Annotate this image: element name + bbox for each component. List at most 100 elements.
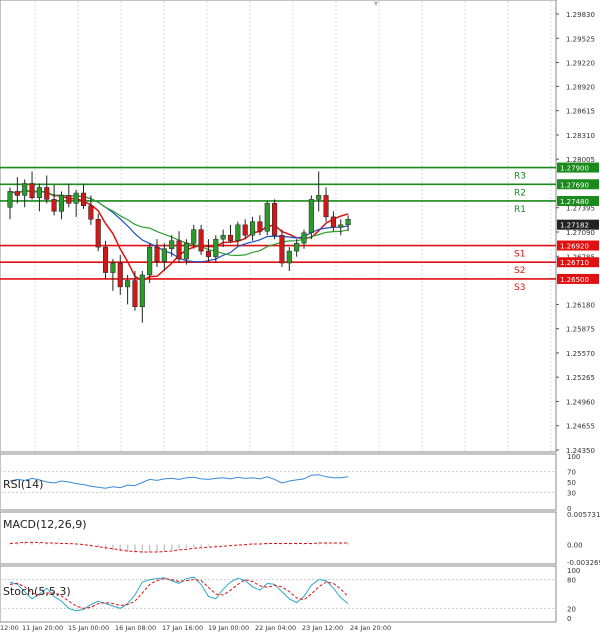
time-label: 11 Jan 20:00 xyxy=(22,624,63,632)
level-price-label: 1.26710 xyxy=(560,259,589,267)
candle-bearish xyxy=(44,187,50,200)
candle-bullish xyxy=(110,262,116,273)
candle-bearish xyxy=(198,229,204,252)
price-tick-label: 1.27395 xyxy=(566,205,595,213)
candle-bullish xyxy=(338,224,344,228)
price-tick-label: 1.26180 xyxy=(566,301,595,309)
candle-bullish xyxy=(286,250,292,264)
time-label: 12:00 xyxy=(0,624,19,632)
rsi-title: RSI(14) xyxy=(3,478,43,491)
candle-bearish xyxy=(29,183,35,199)
candle-bullish xyxy=(191,229,197,244)
candle-bullish xyxy=(235,224,241,242)
macd-title: MACD(12,26,9) xyxy=(3,518,87,531)
stoch-tick-label: 100 xyxy=(567,567,580,575)
corner-marker: ▾ xyxy=(374,0,378,8)
support-resistance-levels xyxy=(0,166,556,280)
time-axis: 12:00 11 Jan 20:00 15 Jan 00:00 16 Jan 08:0… xyxy=(0,624,391,632)
candle-bullish xyxy=(316,195,322,200)
rsi-tick-label: 30 xyxy=(567,489,576,497)
candle-bearish xyxy=(257,221,263,232)
candle-bearish xyxy=(80,192,87,206)
price-tick-label: 1.24960 xyxy=(566,398,595,406)
candle-bullish xyxy=(264,203,270,232)
stoch-tick-label: 80 xyxy=(567,577,576,585)
level-name-s3: S3 xyxy=(514,283,525,293)
candle-bearish xyxy=(272,203,278,236)
candle-bullish xyxy=(345,219,351,226)
candle-bullish xyxy=(250,221,256,236)
candle-bearish xyxy=(227,234,234,242)
price-tick-label: 1.29220 xyxy=(566,60,595,68)
candle-bullish xyxy=(7,191,13,208)
rsi-panel-frame xyxy=(0,453,557,511)
current-price-label: 1.27182 xyxy=(560,222,589,230)
time-label: 19 Jan 00:00 xyxy=(208,624,249,632)
level-price-tag xyxy=(557,273,599,284)
time-label: 23 Jan 12:00 xyxy=(302,624,343,632)
candle-bullish xyxy=(22,183,28,196)
main-price-axis: 1.29830 1.29525 1.29220 1.28920 1.28615 1.283… xyxy=(556,11,595,455)
level-name-s2: S2 xyxy=(514,266,525,276)
rsi-line xyxy=(9,474,349,489)
level-name-s1: S1 xyxy=(514,250,525,260)
candle-bullish xyxy=(308,199,314,234)
level-name-r2: R2 xyxy=(514,188,526,198)
rsi-tick-label: 100 xyxy=(567,453,580,461)
candle-bullish xyxy=(301,232,307,244)
price-tick-label: 1.25570 xyxy=(566,350,595,358)
level-name-r3: R3 xyxy=(514,172,526,182)
rsi-indicator: 100 70 50 30 0 RSI(14) xyxy=(0,453,580,513)
main-grid xyxy=(34,1,552,451)
candle-bearish xyxy=(117,262,123,288)
stoch-title: Stoch(5,5,3) xyxy=(3,585,71,598)
price-tick-label: 1.24655 xyxy=(566,423,595,431)
price-tick-label: 1.28615 xyxy=(566,108,595,116)
price-tick-label: 1.25875 xyxy=(566,326,595,334)
candle-bullish xyxy=(220,234,226,240)
candle-bullish xyxy=(36,187,42,199)
time-label: 15 Jan 00:00 xyxy=(68,624,109,632)
current-price-tag xyxy=(557,219,599,230)
price-tick-label: 1.25265 xyxy=(566,374,595,382)
candle-bullish xyxy=(139,274,145,308)
price-tick-label: 1.24350 xyxy=(566,447,595,455)
stochastic-indicator: 100 80 20 0 Stoch(5,5,3) xyxy=(0,567,580,623)
price-tick-label: 1.28005 xyxy=(566,156,595,164)
time-label: 16 Jan 08:00 xyxy=(115,624,156,632)
main-panel-frame xyxy=(0,0,557,453)
level-labels: R3 1.27900 R2 1.27690 R1 1.27480 S1 1.26920 S2 1.… xyxy=(514,162,599,293)
panel-frames xyxy=(0,0,557,623)
level-price-label: 1.26920 xyxy=(560,243,589,251)
price-tick-label: 1.29525 xyxy=(566,35,595,43)
level-price-tag xyxy=(557,195,599,206)
price-tick-label: 1.28310 xyxy=(566,132,595,140)
candle-bearish xyxy=(88,205,94,220)
candle-bearish xyxy=(95,219,101,248)
candle-bullish xyxy=(183,242,189,260)
candle-bullish xyxy=(58,195,65,212)
candle-bullish xyxy=(125,280,131,288)
stoch-tick-label: 20 xyxy=(567,605,576,613)
candle-bearish xyxy=(103,246,109,273)
candle-bullish xyxy=(73,192,79,204)
time-label: 24 Jan 20:00 xyxy=(350,624,391,632)
candle-bullish xyxy=(147,246,153,276)
candle-bullish xyxy=(169,240,175,249)
level-price-tag xyxy=(557,240,599,251)
candle-bearish xyxy=(66,195,72,204)
stoch-tick-label: 0 xyxy=(567,615,571,623)
candle-bearish xyxy=(154,246,160,262)
candle-bearish xyxy=(242,224,248,236)
level-price-tag xyxy=(557,162,599,173)
level-price-label: 1.26500 xyxy=(560,276,589,284)
candle-bullish xyxy=(161,248,167,262)
candlesticks xyxy=(7,171,351,323)
macd-panel-frame xyxy=(0,511,557,565)
level-name-r1: R1 xyxy=(514,205,526,215)
rsi-tick-label: 70 xyxy=(567,469,576,477)
candle-bearish xyxy=(279,234,285,264)
level-price-label: 1.27900 xyxy=(560,165,589,173)
